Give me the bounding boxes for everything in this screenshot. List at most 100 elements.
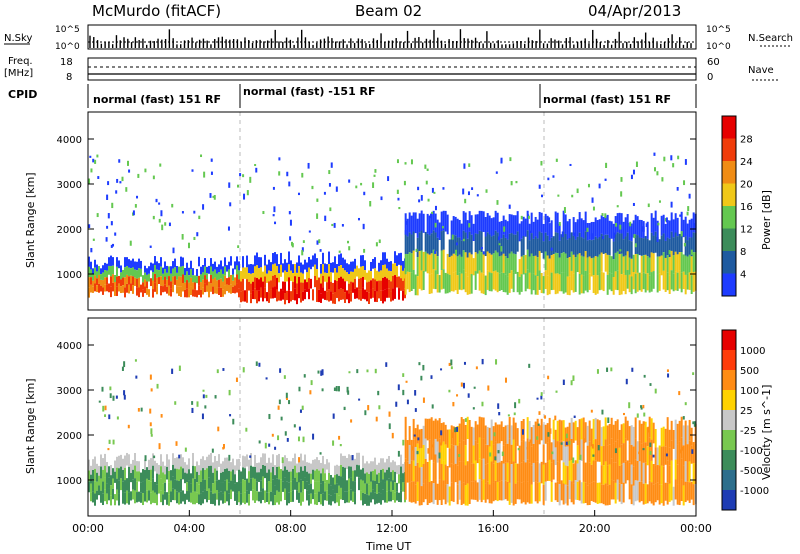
heatmap-cell <box>184 268 186 276</box>
heatmap-cell <box>574 239 577 258</box>
heatmap-cell <box>450 444 453 464</box>
heatmap-speck <box>434 250 437 254</box>
heatmap-cell <box>668 447 671 466</box>
heatmap-cell <box>384 289 386 302</box>
heatmap-cell <box>464 465 467 486</box>
heatmap-cell <box>544 232 547 252</box>
heatmap-speck <box>158 218 161 223</box>
heatmap-cell <box>464 445 467 466</box>
heatmap-cell <box>482 458 485 480</box>
heatmap-cell <box>442 269 445 289</box>
heatmap-cell <box>370 271 372 281</box>
heatmap-cell <box>296 262 298 273</box>
heatmap-cell <box>644 254 647 274</box>
heatmap-cell <box>454 216 457 236</box>
heatmap-speck <box>537 423 540 426</box>
heatmap-cell <box>512 461 515 484</box>
colorbar-frame <box>721 329 737 511</box>
heatmap-cell <box>264 287 266 299</box>
heatmap-speck <box>572 457 575 463</box>
heatmap-speck <box>134 204 137 208</box>
heatmap-cell <box>270 491 272 502</box>
heatmap-cell <box>526 459 529 482</box>
nsky-panel-frame <box>87 24 697 50</box>
heatmap-cell <box>650 482 653 504</box>
heatmap-cell <box>434 251 437 271</box>
heatmap-cell <box>602 484 605 505</box>
heatmap-cell <box>388 467 390 479</box>
heatmap-cell <box>284 270 286 282</box>
heatmap-cell <box>630 241 633 259</box>
heatmap-cell <box>500 460 503 481</box>
heatmap-cell <box>436 420 439 442</box>
heatmap-cell <box>362 255 364 267</box>
heatmap-cell <box>228 470 230 483</box>
heatmap-speck <box>299 409 302 413</box>
heatmap-cell <box>314 275 316 288</box>
heatmap-cell <box>152 478 154 491</box>
heatmap-cell <box>488 427 491 447</box>
heatmap-cell <box>674 419 677 440</box>
heatmap-speck <box>193 236 196 240</box>
heatmap-cell <box>286 493 288 506</box>
heatmap-cell <box>692 212 695 233</box>
heatmap-speck <box>620 191 623 197</box>
heatmap-speck <box>114 232 117 236</box>
heatmap-speck <box>552 175 555 178</box>
heatmap-speck <box>289 219 292 226</box>
heatmap-cell <box>526 269 529 289</box>
heatmap-speck <box>590 233 593 239</box>
heatmap-cell <box>360 278 362 290</box>
heatmap-cell <box>156 484 158 495</box>
heatmap-cell <box>558 483 561 506</box>
heatmap-speck <box>272 186 275 190</box>
heatmap-cell <box>118 260 120 269</box>
xtick-label: 12:00 <box>376 522 408 535</box>
heatmap-cell <box>100 490 102 503</box>
heatmap-cell <box>620 253 623 275</box>
heatmap-cell <box>422 464 425 484</box>
heatmap-cell <box>290 481 292 492</box>
heatmap-cell <box>278 466 280 480</box>
heatmap-cell <box>578 273 581 295</box>
heatmap-cell <box>96 490 98 500</box>
colorbar-tick-label: 25 <box>740 406 753 417</box>
heatmap-cell <box>622 423 625 444</box>
heatmap-cell <box>228 284 230 293</box>
heatmap-cell <box>296 490 298 500</box>
heatmap-speck <box>434 222 437 228</box>
heatmap-cell <box>516 231 519 252</box>
heatmap-cell <box>228 277 230 285</box>
heatmap-cell <box>376 270 378 282</box>
heatmap-cell <box>128 276 130 285</box>
colorbar-tick-label: 16 <box>740 202 753 213</box>
heatmap-speck <box>90 168 93 173</box>
heatmap-cell <box>626 460 629 481</box>
heatmap-cell <box>290 491 292 503</box>
heatmap-cell <box>184 493 186 505</box>
heatmap-cell <box>626 251 629 271</box>
heatmap-cell <box>520 221 523 239</box>
heatmap-cell <box>612 259 615 278</box>
heatmap-cell <box>140 482 142 493</box>
nsky-tick-top: 10^5 <box>55 25 80 35</box>
heatmap-cell <box>598 236 601 255</box>
heatmap-cell <box>144 491 146 502</box>
heatmap-cell <box>690 427 693 446</box>
heatmap-cell <box>370 492 372 503</box>
colorbar-tick-label: 20 <box>740 180 753 191</box>
heatmap-speck <box>274 221 277 225</box>
heatmap-cell <box>160 276 162 286</box>
heatmap-speck <box>410 159 413 165</box>
heatmap-cell <box>448 257 451 275</box>
heatmap-cell <box>196 269 198 277</box>
heatmap-cell <box>286 469 288 482</box>
heatmap-speck <box>607 417 610 423</box>
heatmap-cell <box>482 417 485 439</box>
heatmap-speck <box>540 392 543 396</box>
heatmap-cell <box>512 215 515 235</box>
heatmap-cell <box>586 274 589 293</box>
ytick-label: 1000 <box>57 270 82 281</box>
heatmap-cell <box>640 255 643 274</box>
heatmap-cell <box>310 493 312 504</box>
